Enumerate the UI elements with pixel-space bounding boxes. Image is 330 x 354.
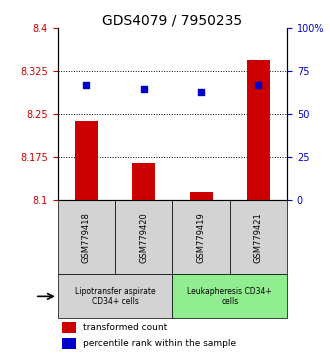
Bar — [190, 192, 213, 200]
Text: GSM779421: GSM779421 — [254, 212, 263, 263]
Bar — [58, 200, 115, 274]
Point — [84, 82, 89, 88]
Bar — [115, 200, 173, 274]
Text: GSM779419: GSM779419 — [197, 212, 206, 263]
Bar — [230, 200, 287, 274]
Point — [198, 89, 204, 95]
Text: Leukapheresis CD34+
cells: Leukapheresis CD34+ cells — [187, 287, 272, 306]
Title: GDS4079 / 7950235: GDS4079 / 7950235 — [102, 13, 243, 27]
Text: Lipotransfer aspirate
CD34+ cells: Lipotransfer aspirate CD34+ cells — [75, 287, 155, 306]
Point — [256, 82, 261, 88]
Bar — [173, 200, 230, 274]
Bar — [173, 274, 287, 319]
Bar — [75, 121, 98, 200]
Bar — [62, 338, 76, 349]
Text: percentile rank within the sample: percentile rank within the sample — [83, 339, 236, 348]
Bar — [247, 60, 270, 200]
Bar — [62, 322, 76, 333]
Bar — [132, 163, 155, 200]
Point — [141, 86, 147, 91]
Text: GSM779420: GSM779420 — [139, 212, 148, 263]
Bar — [58, 274, 173, 319]
Text: transformed count: transformed count — [83, 323, 167, 332]
Text: GSM779418: GSM779418 — [82, 212, 91, 263]
